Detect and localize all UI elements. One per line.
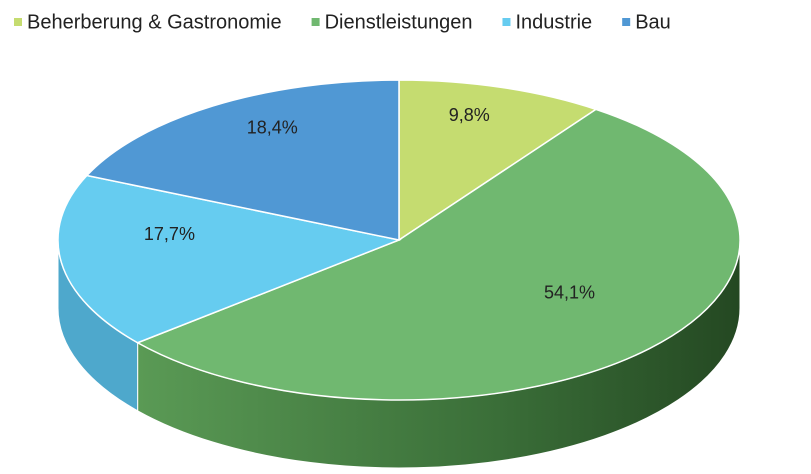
- legend: Beherberung & Gastronomie Dienstleistunge…: [14, 11, 671, 33]
- legend-marker: [311, 18, 320, 26]
- legend-marker: [622, 18, 631, 26]
- pie-tops: [57, 79, 741, 401]
- legend-label: Dienstleistungen: [325, 11, 473, 33]
- legend-label: Beherberung & Gastronomie: [27, 11, 282, 33]
- legend-marker: [14, 18, 22, 26]
- legend-label: Industrie: [515, 11, 592, 33]
- legend-label: Bau: [635, 11, 671, 33]
- data-label: 9,8%: [449, 105, 490, 125]
- legend-marker: [502, 18, 511, 26]
- pie-slice: [135, 108, 741, 401]
- data-label: 18,4%: [247, 118, 298, 138]
- data-label: 17,7%: [144, 224, 195, 244]
- data-labels: 9,8% 54,1% 17,7% 18,4%: [144, 105, 595, 302]
- pie-slice: [85, 79, 400, 241]
- pie-slice: [398, 79, 598, 242]
- pie-slice: [57, 174, 402, 344]
- data-label: 54,1%: [544, 282, 595, 302]
